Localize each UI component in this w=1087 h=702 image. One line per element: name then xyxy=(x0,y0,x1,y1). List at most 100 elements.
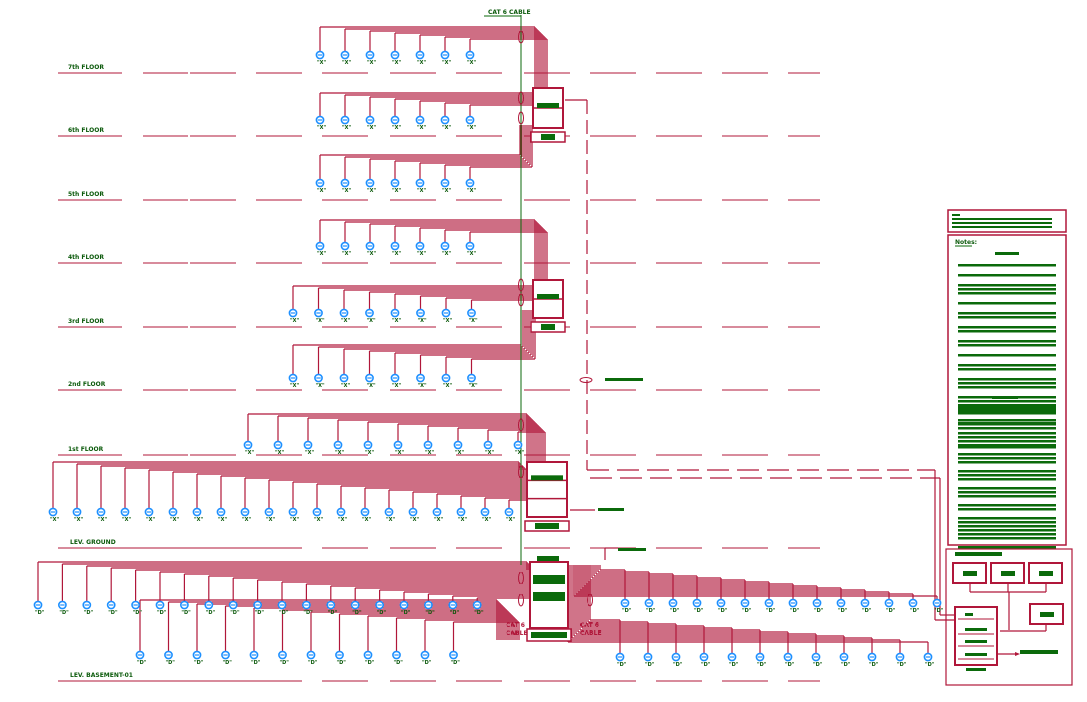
data-outlet-icon: "X" xyxy=(363,440,374,456)
outlet-label: "X" xyxy=(455,450,464,456)
outlet-label: "X" xyxy=(98,517,107,523)
note-text-line xyxy=(958,440,1056,443)
cable-bundle-marker xyxy=(518,293,524,307)
data-outlet-icon: "X" xyxy=(144,507,155,523)
note-text-line xyxy=(958,495,1056,498)
cable-label: CAT 6 CABLE xyxy=(488,9,531,16)
cable-runs xyxy=(37,26,941,653)
data-outlet-icon: "X" xyxy=(453,440,464,456)
outlet-label: "X" xyxy=(362,517,371,523)
note-text-line xyxy=(958,525,1056,528)
data-outlet-icon: "X" xyxy=(288,507,299,523)
outlet-label: "X" xyxy=(341,383,350,389)
outlet-label: "X" xyxy=(275,450,284,456)
data-outlet-icon: "D" xyxy=(375,600,386,616)
data-outlet-icon: "X" xyxy=(48,507,59,523)
note-text-line xyxy=(958,364,1056,367)
cable-bundle-marker xyxy=(518,111,524,125)
data-outlet-icon: "X" xyxy=(288,373,299,389)
floor-lines xyxy=(58,72,820,682)
data-outlet-icon: "D" xyxy=(668,598,680,614)
outlet-label: "D" xyxy=(910,608,920,614)
outlet-label: "D" xyxy=(59,610,69,616)
outlet-label: "X" xyxy=(515,450,524,456)
data-outlet-icon: "X" xyxy=(441,373,452,389)
outlet-label: "D" xyxy=(157,610,167,616)
equipment-label xyxy=(1040,612,1054,617)
outlet-label: "X" xyxy=(317,251,326,257)
note-text-line xyxy=(958,504,1056,507)
outlet-label: "D" xyxy=(194,660,204,666)
note-text-line xyxy=(958,302,1056,305)
outlet-label: "X" xyxy=(338,517,347,523)
data-outlet-icon: "X" xyxy=(315,115,326,131)
cable-bundle-marker xyxy=(518,593,524,607)
rack-base-device xyxy=(535,523,559,529)
data-outlet-icon: "X" xyxy=(96,507,107,523)
note-text-line xyxy=(958,432,1056,435)
data-outlet-icon: "D" xyxy=(253,600,264,616)
outlet-label: "D" xyxy=(35,610,45,616)
data-outlet-icon: "X" xyxy=(440,115,451,131)
outlet-label: "D" xyxy=(108,610,118,616)
outlet-label: "D" xyxy=(422,660,432,666)
data-outlet-icon: "X" xyxy=(314,373,325,389)
note-text-line xyxy=(958,508,1056,511)
data-outlet-icon: "X" xyxy=(216,507,227,523)
outlet-label: "X" xyxy=(442,251,451,257)
data-outlet-icon: "X" xyxy=(440,178,451,194)
note-text-line xyxy=(958,264,1056,267)
outlet-label: "X" xyxy=(467,60,476,66)
data-outlet-icon: "X" xyxy=(513,440,524,456)
outlet-label: "X" xyxy=(316,318,325,324)
data-outlet-icon: "X" xyxy=(465,50,476,66)
outlet-label: "D" xyxy=(133,610,143,616)
note-text-line xyxy=(958,470,1056,473)
data-outlet-icon: "D" xyxy=(58,600,69,616)
outlet-label: "X" xyxy=(317,125,326,131)
data-outlet-icon: "D" xyxy=(33,600,45,616)
outlet-label: "X" xyxy=(74,517,83,523)
outlet-label: "X" xyxy=(410,517,419,523)
data-outlet-icon: "D" xyxy=(420,650,432,666)
note-text-line xyxy=(958,419,1056,422)
outlet-label: "D" xyxy=(838,608,848,614)
note-text-line xyxy=(958,412,1056,415)
data-outlet-icon: "X" xyxy=(408,507,419,523)
data-outlet-icon: "D" xyxy=(764,598,776,614)
outlet-label: "X" xyxy=(443,383,452,389)
outlet-label: "X" xyxy=(367,383,376,389)
outlet-label: "X" xyxy=(367,125,376,131)
outlet-label: "X" xyxy=(467,125,476,131)
outlet-label: "D" xyxy=(137,660,147,666)
data-outlet-icon: "X" xyxy=(390,373,401,389)
note-text-line xyxy=(958,436,1056,439)
outlet-label: "X" xyxy=(467,251,476,257)
outlet-label: "X" xyxy=(417,188,426,194)
data-outlet-icon: "D" xyxy=(392,650,403,666)
data-outlet-icon: "D" xyxy=(867,652,879,668)
note-text-line xyxy=(958,546,1056,549)
outlet-label: "X" xyxy=(290,383,299,389)
note-text-line xyxy=(958,453,1056,456)
data-outlet-icon: "X" xyxy=(336,507,347,523)
rack-frame xyxy=(526,461,568,518)
data-outlet-icon: "D" xyxy=(326,600,338,616)
data-outlet-icon: "D" xyxy=(692,598,704,614)
note-text-line xyxy=(958,521,1056,524)
rack-unit xyxy=(965,628,987,631)
note-text-line xyxy=(958,423,1056,426)
data-outlet-icon: "D" xyxy=(472,600,484,616)
data-outlet-icon: "X" xyxy=(467,308,478,324)
floor-label: 7th FLOOR xyxy=(68,64,104,71)
note-text-line xyxy=(958,284,1056,287)
rack-unit xyxy=(965,640,987,643)
outlet-label: "X" xyxy=(482,517,491,523)
outlet-label: "X" xyxy=(314,517,323,523)
outlet-label: "D" xyxy=(785,662,795,668)
data-outlet-icon: "X" xyxy=(120,507,131,523)
outlet-label: "X" xyxy=(395,450,404,456)
data-outlet-icon: "D" xyxy=(135,650,147,666)
note-text-line xyxy=(958,400,1056,403)
